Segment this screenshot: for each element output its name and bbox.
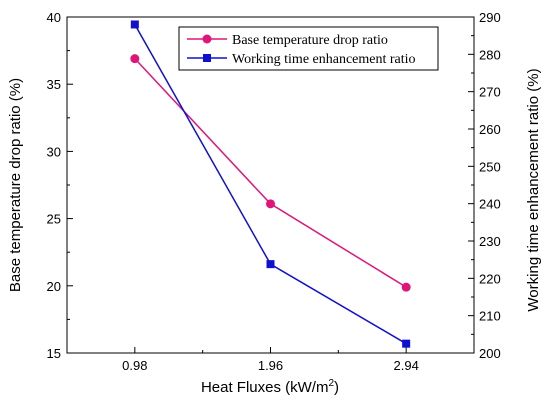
series-2-point <box>402 339 411 348</box>
y-right-tick-label: 270 <box>479 85 501 100</box>
x-tick-label: 0.98 <box>122 358 147 373</box>
y-right-tick-label: 290 <box>479 10 501 25</box>
y-right-axis-title: Working time enhancement ratio (%) <box>525 68 542 311</box>
series-2-point <box>266 260 275 269</box>
y-left-tick-label: 20 <box>47 279 61 294</box>
series-1-line <box>134 58 407 288</box>
y-left-axis-title: Base temperature drop ratio (%) <box>7 78 24 292</box>
series-layer <box>130 20 411 348</box>
y-right-tick-label: 200 <box>479 346 501 361</box>
y-right-tick-label: 210 <box>479 309 501 324</box>
x-tick-label: 2.94 <box>394 358 419 373</box>
y-left-tick-label: 40 <box>47 10 61 25</box>
series-2-point <box>130 20 139 29</box>
y-left-axis-ticks: 15 20 25 30 35 40 <box>47 10 73 361</box>
y-right-axis-ticks: 200 210 220 230 240 250 260 270 280 290 <box>468 10 501 361</box>
y-left-tick-label: 30 <box>47 144 61 159</box>
y-left-tick-label: 25 <box>47 212 61 227</box>
x-axis-title: Heat Fluxes (kW/m2) <box>201 378 339 396</box>
legend-marker-series-2 <box>203 54 211 62</box>
legend-box <box>178 26 439 71</box>
x-tick-label: 1.96 <box>258 358 283 373</box>
y-right-tick-label: 220 <box>479 271 501 286</box>
y-right-tick-label: 240 <box>479 197 501 212</box>
y-right-tick-label: 250 <box>479 159 501 174</box>
x-axis-ticks: 0.98 1.96 2.94 <box>66 347 475 373</box>
legend-label-series-2: Working time enhancement ratio <box>232 52 416 67</box>
series-1-point <box>130 54 140 64</box>
y-right-tick-label: 280 <box>479 47 501 62</box>
legend-label-series-1: Base temperature drop ratio <box>232 33 388 48</box>
legend-marker-series-1 <box>202 34 212 44</box>
series-1-point <box>266 199 275 209</box>
y-left-tick-label: 35 <box>47 77 61 92</box>
y-right-tick-label: 260 <box>479 122 501 137</box>
legend: Base temperature drop ratio Working time… <box>178 26 439 71</box>
y-right-tick-label: 230 <box>479 234 501 249</box>
y-left-tick-label: 15 <box>47 346 61 361</box>
series-2-line <box>134 24 407 345</box>
series-1-point <box>401 282 411 292</box>
